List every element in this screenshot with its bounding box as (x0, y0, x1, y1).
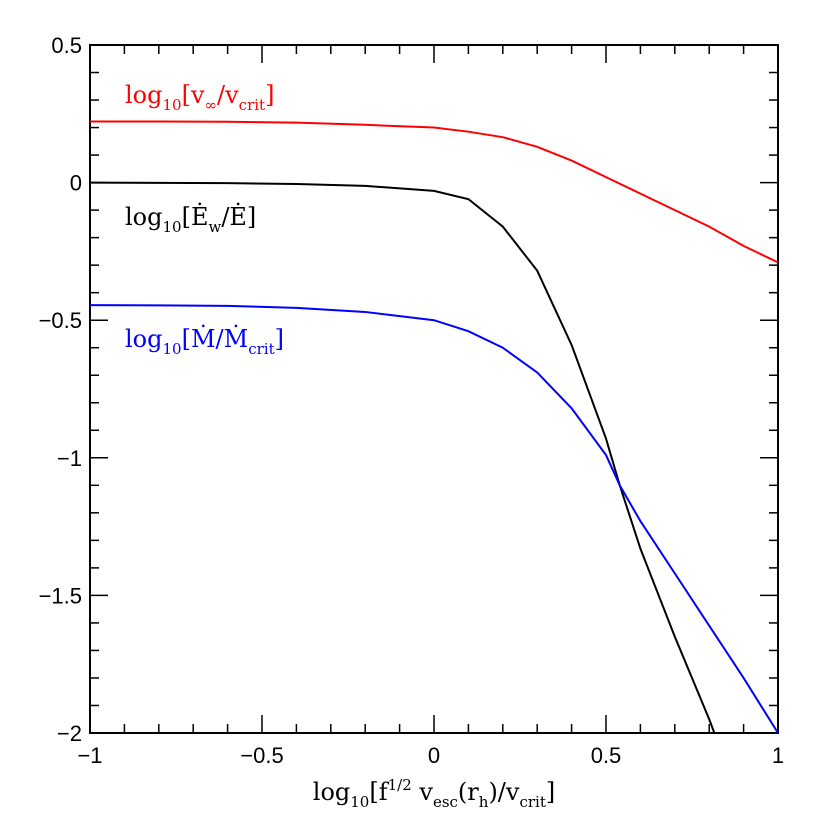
label-part: ] (546, 778, 555, 806)
label-part: [v (182, 81, 205, 109)
line (90, 120, 779, 264)
label-part: 10 (350, 793, 369, 811)
plot-frame (89, 44, 779, 734)
x-axis-label: log10[f1/2 vesc(rh)/vcrit] (313, 776, 555, 811)
line (89, 304, 779, 734)
label-part: log (125, 81, 163, 109)
label-part: crit (239, 96, 265, 114)
label-part: )/v (488, 778, 519, 806)
label-part: h (479, 793, 489, 811)
label-part: crit (248, 340, 274, 358)
label-part: /v (217, 81, 239, 109)
x-tick-label: −1 (77, 743, 102, 768)
label-part: 10 (163, 96, 182, 114)
label-part: ] (275, 325, 284, 353)
y-tick-label: 0.5 (51, 33, 82, 58)
label-part: log (125, 203, 163, 231)
label-part: [Ė (182, 202, 209, 231)
series-label: log10[Ṁ/Ṁcrit] (125, 324, 284, 358)
label-part: w (208, 218, 221, 236)
x-tick-label: 0.5 (591, 743, 622, 768)
line (89, 181, 716, 734)
x-tick-label: 1 (772, 743, 784, 768)
series-label: log10[v∞/vcrit] (125, 81, 274, 114)
x-tick-label: 0 (428, 743, 440, 768)
label-part: 1/2 (388, 776, 412, 794)
label-part: crit (519, 793, 545, 811)
y-tick-label: −2 (57, 721, 82, 746)
label-part: 10 (163, 218, 182, 236)
label-part: [Ṁ/Ṁ (182, 324, 249, 353)
label-part: log (313, 778, 351, 806)
label-part: ∞ (205, 96, 218, 114)
label-part: (r (458, 778, 479, 806)
label-part: /Ė] (221, 202, 256, 231)
label-part: ] (265, 81, 274, 109)
series-label: log10[Ėw/Ė] (125, 202, 256, 236)
y-tick-label: −0.5 (39, 308, 82, 333)
label-part: esc (433, 793, 458, 811)
label-part: 10 (163, 340, 182, 358)
y-tick-label: −1.5 (39, 583, 82, 608)
x-tick-label: −0.5 (240, 743, 283, 768)
label-part: log (125, 325, 163, 353)
y-tick-label: 0 (70, 171, 82, 196)
label-part: [f (369, 778, 389, 806)
y-tick-label: −1 (57, 446, 82, 471)
label-part: v (412, 778, 434, 806)
